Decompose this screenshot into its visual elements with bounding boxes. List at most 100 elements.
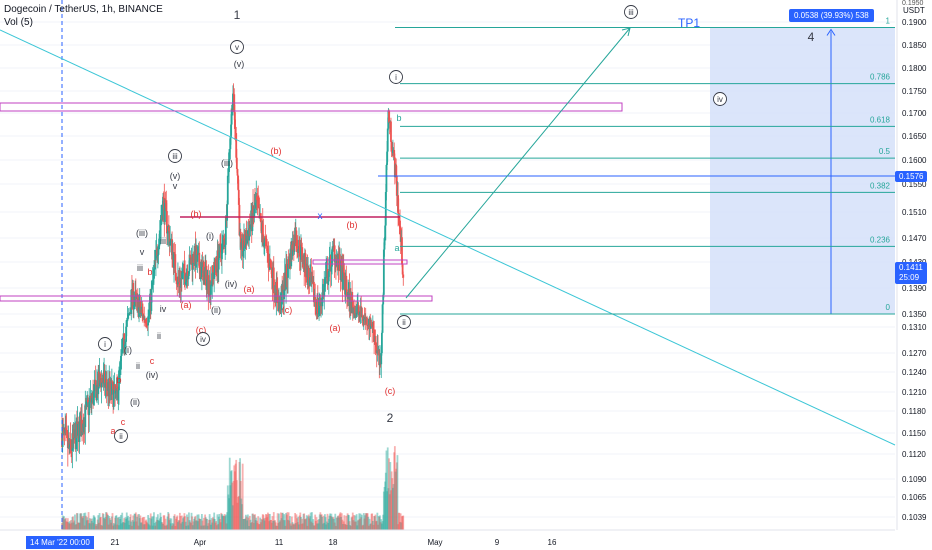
candle-body xyxy=(192,253,195,264)
volume-bar xyxy=(340,513,343,530)
volume-bar xyxy=(310,521,313,530)
candle-body xyxy=(261,223,264,235)
volume-bar xyxy=(361,525,364,530)
candle-body xyxy=(162,196,164,220)
volume-bar xyxy=(342,521,345,530)
volume-bar xyxy=(259,517,262,530)
candle-body xyxy=(123,333,126,348)
volume-bar xyxy=(182,518,184,530)
wave-label: i xyxy=(104,340,106,349)
volume-bar xyxy=(221,515,224,530)
volume-bar xyxy=(136,514,139,530)
candle-body xyxy=(398,216,401,221)
volume-bar xyxy=(68,523,71,530)
candle-body xyxy=(224,216,227,245)
candle-body xyxy=(134,291,137,295)
candle-body xyxy=(210,284,213,285)
candle-body xyxy=(401,264,404,275)
volume-bar xyxy=(118,525,120,530)
drawings xyxy=(0,0,896,530)
volume-bar xyxy=(138,518,141,530)
volume-bar xyxy=(386,491,388,530)
volume-bar xyxy=(224,514,227,530)
volume-bar xyxy=(402,515,405,530)
volume-bar xyxy=(114,517,117,530)
price-tick: 0.1650 xyxy=(902,132,927,141)
volume-bar xyxy=(303,513,306,530)
candle-body xyxy=(382,249,385,295)
volume-bar xyxy=(328,515,331,530)
candle-body xyxy=(342,267,345,273)
candle-body xyxy=(150,289,153,311)
volume-bar xyxy=(300,517,302,530)
volume-bar xyxy=(232,505,234,530)
fib-ratio-label: 0.382 xyxy=(870,181,891,190)
candle-body xyxy=(219,244,221,245)
candle-body xyxy=(326,269,329,284)
volume-bar xyxy=(74,524,77,530)
candle-body xyxy=(300,244,302,260)
volume-bar xyxy=(175,516,178,530)
volume-bar xyxy=(134,513,137,530)
wave-label: iii xyxy=(172,152,178,161)
volume-bar xyxy=(312,519,315,530)
candle-body xyxy=(357,305,360,316)
volume-bar xyxy=(83,525,86,530)
wave-labels: 1(v)v(iii)(iv)iii(v)v(iii)viiiiiib(b)(i)… xyxy=(98,5,815,443)
candle-body xyxy=(301,247,304,262)
candle-body xyxy=(166,232,169,234)
candle-body xyxy=(263,242,265,246)
time-axis-bg xyxy=(0,530,895,550)
volume-bar xyxy=(179,516,182,530)
volume-bar xyxy=(88,523,91,530)
wave-label: (iii) xyxy=(136,228,148,238)
candle-body xyxy=(197,254,199,256)
volume-bar xyxy=(296,518,298,530)
candle-body xyxy=(78,421,81,442)
volume-bar xyxy=(183,513,186,530)
wave-label: (b) xyxy=(271,146,282,156)
candle-body xyxy=(145,322,148,325)
volume-bar xyxy=(276,513,279,530)
candle-body xyxy=(218,244,221,258)
volume-indicator-label[interactable]: Vol (5) xyxy=(4,17,33,28)
candle-body xyxy=(213,258,216,273)
volume-bar xyxy=(330,513,333,530)
candle-body xyxy=(112,390,115,408)
volume-bar xyxy=(221,514,223,530)
candle-body xyxy=(242,251,245,257)
time-tick: May xyxy=(427,538,442,547)
candle-body xyxy=(340,260,343,280)
volume-bar xyxy=(335,525,337,530)
candle-body xyxy=(280,285,283,310)
volume-bar xyxy=(308,518,311,530)
volume-bar xyxy=(395,468,398,530)
volume-bar xyxy=(331,516,333,530)
candle-body xyxy=(127,314,130,316)
volume-bar xyxy=(79,513,82,530)
volume-bar xyxy=(280,518,283,530)
volume-bar xyxy=(145,519,148,530)
volume-bar xyxy=(85,520,88,530)
candle-body xyxy=(121,337,124,349)
candle-body xyxy=(340,260,343,266)
candle-body xyxy=(235,157,238,169)
candle-body xyxy=(177,276,180,284)
candle-body xyxy=(76,421,79,436)
symbol-title[interactable]: Dogecoin / TetherUS, 1h, BINANCE xyxy=(4,4,163,15)
projection-arrow xyxy=(405,27,631,299)
volume-bar xyxy=(244,518,247,530)
candle-body xyxy=(167,226,170,231)
candle-body xyxy=(93,385,96,392)
candle-body xyxy=(321,292,324,307)
volume-bar xyxy=(365,513,368,530)
wave-label: a xyxy=(110,426,115,436)
volume-bar xyxy=(129,517,131,530)
volume-bar xyxy=(272,512,275,530)
volume-bar xyxy=(124,517,127,530)
volume-bar xyxy=(268,513,271,530)
wave-label: 1 xyxy=(234,8,241,22)
volume-bar xyxy=(346,524,348,530)
